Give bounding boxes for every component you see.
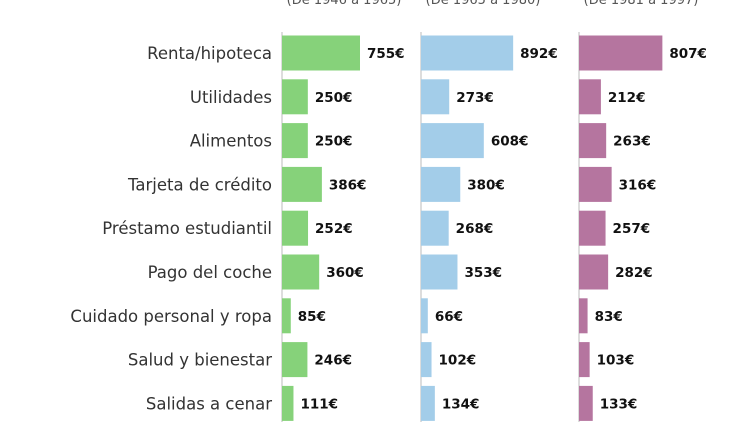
bar-1-5 [421,254,458,290]
value-label-2-7: 103€ [597,353,635,369]
category-label-1: Utilidades [190,88,272,107]
bar-2-2 [579,123,607,159]
value-label-0-8: 111€ [300,396,338,412]
bar-2-4 [579,210,606,246]
value-label-0-5: 360€ [326,265,364,281]
bar-0-3 [282,166,322,202]
value-label-1-3: 380€ [467,177,505,193]
value-label-1-0: 892€ [520,46,558,62]
value-label-0-2: 250€ [315,134,353,150]
bar-1-2 [421,123,484,159]
value-label-2-4: 257€ [613,221,651,237]
bar-0-5 [282,254,320,290]
bar-2-8 [579,385,593,421]
panel-header-2: (De 1981 a 1997) [584,0,699,8]
bar-1-0 [421,35,514,71]
value-label-1-8: 134€ [442,396,480,412]
value-label-1-1: 273€ [456,90,494,106]
category-label-3: Tarjeta de crédito [127,175,272,194]
panel-header-0: (De 1946 a 1965) [287,0,402,8]
bar-0-2 [282,123,308,159]
panel-headers: (De 1946 a 1965) (De 1965 a 1980) (De 1981… [287,0,699,8]
category-label-5: Pago del coche [148,263,272,282]
bar-2-7 [579,342,590,378]
value-label-2-0: 807€ [669,46,707,62]
value-label-1-7: 102€ [439,353,477,369]
value-label-1-2: 608€ [491,134,529,150]
value-label-2-8: 133€ [600,396,638,412]
bar-0-8 [282,385,294,421]
value-label-0-1: 250€ [315,90,353,106]
value-label-0-4: 252€ [315,221,353,237]
bar-1-8 [421,385,435,421]
bar-1-7 [421,342,432,378]
value-label-0-7: 246€ [314,353,352,369]
bar-2-0 [579,35,663,71]
category-label-7: Salud y bienestar [128,351,272,370]
bar-0-4 [282,210,309,246]
value-label-0-3: 386€ [329,177,367,193]
bar-1-3 [421,166,461,202]
bar-1-1 [421,79,450,115]
category-label-0: Renta/hipoteca [147,44,272,63]
bar-2-3 [579,166,612,202]
bar-0-6 [282,298,291,334]
bar-1-6 [421,298,428,334]
panel-header-1: (De 1965 a 1980) [426,0,541,8]
value-label-1-6: 66€ [435,309,463,325]
bar-0-0 [282,35,360,71]
value-label-2-1: 212€ [608,90,646,106]
category-label-4: Préstamo estudiantil [102,219,272,238]
value-labels: 755€ 250€ 250€ 386€ 252€ 360€ 85€ 246€ 111€ 892€ 2… [298,46,707,412]
bar-2-5 [579,254,609,290]
bar-1-4 [421,210,449,246]
bar-0-7 [282,342,308,378]
value-label-2-2: 263€ [613,134,651,150]
category-label-8: Salidas a cenar [146,394,272,413]
category-label-6: Cuidado personal y ropa [70,307,272,326]
value-label-1-4: 268€ [456,221,494,237]
category-label-2: Alimentos [190,132,272,151]
bar-2-1 [579,79,601,115]
value-label-2-3: 316€ [619,177,657,193]
category-labels: Renta/hipoteca Utilidades Alimentos Tarjeta… [70,44,272,413]
value-label-2-6: 83€ [595,309,623,325]
value-label-2-5: 282€ [615,265,653,281]
bar-0-1 [282,79,308,115]
value-label-0-6: 85€ [298,309,326,325]
bar-2-6 [579,298,588,334]
value-label-0-0: 755€ [367,46,405,62]
value-label-1-5: 353€ [464,265,502,281]
bars [282,35,663,421]
